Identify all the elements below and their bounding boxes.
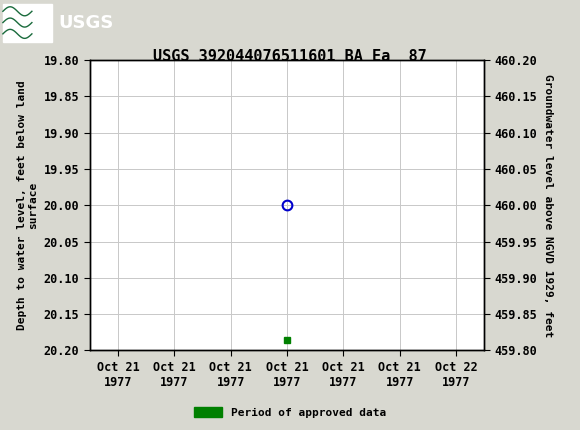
Y-axis label: Depth to water level, feet below land
surface: Depth to water level, feet below land su…	[17, 80, 38, 330]
FancyBboxPatch shape	[3, 3, 52, 42]
Y-axis label: Groundwater level above NGVD 1929, feet: Groundwater level above NGVD 1929, feet	[543, 74, 553, 337]
Text: USGS 392044076511601 BA Ea  87: USGS 392044076511601 BA Ea 87	[153, 49, 427, 64]
Text: USGS: USGS	[58, 14, 113, 31]
Legend: Period of approved data: Period of approved data	[190, 403, 390, 422]
